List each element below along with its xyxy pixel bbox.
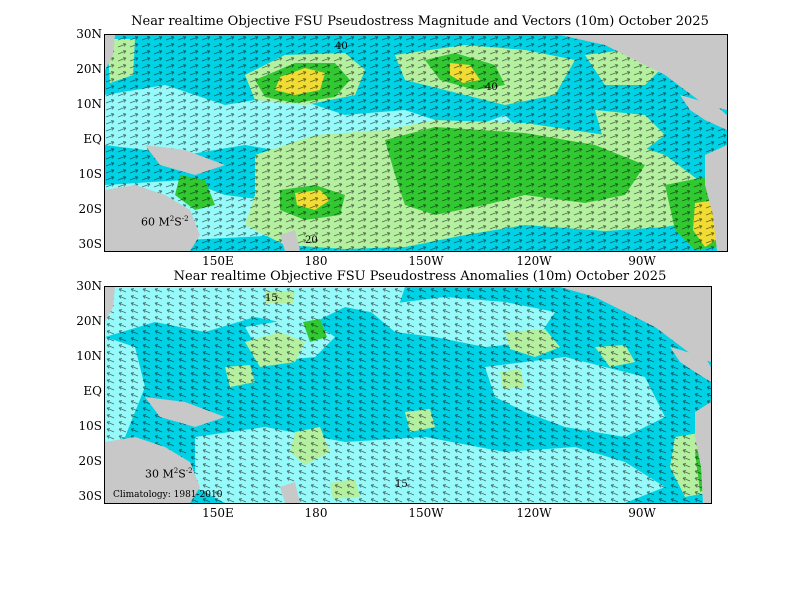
- map1-land-south-america: [705, 145, 727, 251]
- map2-panel: 15 15 30 M2S-2 Climatology: 1981-2010: [104, 286, 712, 504]
- map1-vector-scale-label: 60 M2S-2: [141, 215, 189, 229]
- map1-lat-label-10s: 10S: [78, 167, 103, 181]
- map1-lat-label-20n: 20N: [76, 62, 102, 76]
- map1-land-north-america: [560, 35, 727, 110]
- map1-contour-label: 40: [485, 82, 498, 93]
- map1-land-australia: [105, 185, 200, 251]
- map2-land-central-america: [670, 347, 711, 382]
- map2-lat-label-eq: EQ: [83, 384, 102, 398]
- map1-lon-label-150e: 150E: [202, 254, 234, 268]
- map2-contour-label: 15: [265, 293, 278, 304]
- map2-vector-field: [105, 287, 711, 503]
- map1-lon-label-90w: 90W: [628, 254, 656, 268]
- map1-lat-label-eq: EQ: [83, 132, 102, 146]
- map2-land-new-guinea: [145, 397, 225, 427]
- map1-lon-label-180: 180: [304, 254, 328, 268]
- map2-contour-label: 15: [395, 479, 408, 490]
- map1-title: Near realtime Objective FSU Pseudostress…: [131, 14, 709, 29]
- map1-lat-label-10n: 10N: [76, 97, 102, 111]
- map2-lat-label-30s: 30S: [78, 489, 103, 503]
- map1-land-central-america: [680, 95, 727, 130]
- map2-land-asia: [105, 287, 115, 322]
- map1-svg: 40 20 40: [105, 35, 727, 251]
- map2-lon-label-150w: 150W: [408, 506, 444, 520]
- map2-lat-label-20n: 20N: [76, 314, 102, 328]
- map1-lon-label-150w: 150W: [408, 254, 444, 268]
- map1-lat-label-30n: 30N: [76, 27, 102, 41]
- climatology-label: Climatology: 1981-2010: [113, 490, 223, 500]
- map1-vector-field: [105, 35, 727, 251]
- map2-land-south-america: [695, 402, 711, 503]
- map2-lat-label-30n: 30N: [76, 279, 102, 293]
- map2-land-nz: [280, 482, 300, 503]
- map2-lat-label-20s: 20S: [78, 454, 103, 468]
- map1-land-new-guinea: [145, 145, 225, 175]
- map1-lon-label-120w: 120W: [516, 254, 552, 268]
- map2-title: Near realtime Objective FSU Pseudostress…: [173, 269, 667, 284]
- map2-land-australia: [105, 437, 200, 503]
- map2-svg: 15 15: [105, 287, 711, 503]
- map1-contour-label: 40: [335, 41, 348, 52]
- map2-lon-label-120w: 120W: [516, 506, 552, 520]
- map2-lon-label-150e: 150E: [202, 506, 234, 520]
- map2-lon-label-90w: 90W: [628, 506, 656, 520]
- map2-lon-label-180: 180: [304, 506, 328, 520]
- map1-land-nz: [280, 230, 300, 251]
- map2-vector-scale-label: 30 M2S-2: [145, 467, 193, 481]
- map2-lat-label-10n: 10N: [76, 349, 102, 363]
- map2-lat-label-10s: 10S: [78, 419, 103, 433]
- map1-land-asia: [105, 35, 115, 70]
- map1-lat-label-20s: 20S: [78, 202, 103, 216]
- map1-contour-label: 20: [305, 235, 318, 246]
- map2-land-north-america: [560, 287, 711, 362]
- map1-panel: 40 20 40 60 M2S-2: [104, 34, 728, 252]
- map1-lat-label-30s: 30S: [78, 237, 103, 251]
